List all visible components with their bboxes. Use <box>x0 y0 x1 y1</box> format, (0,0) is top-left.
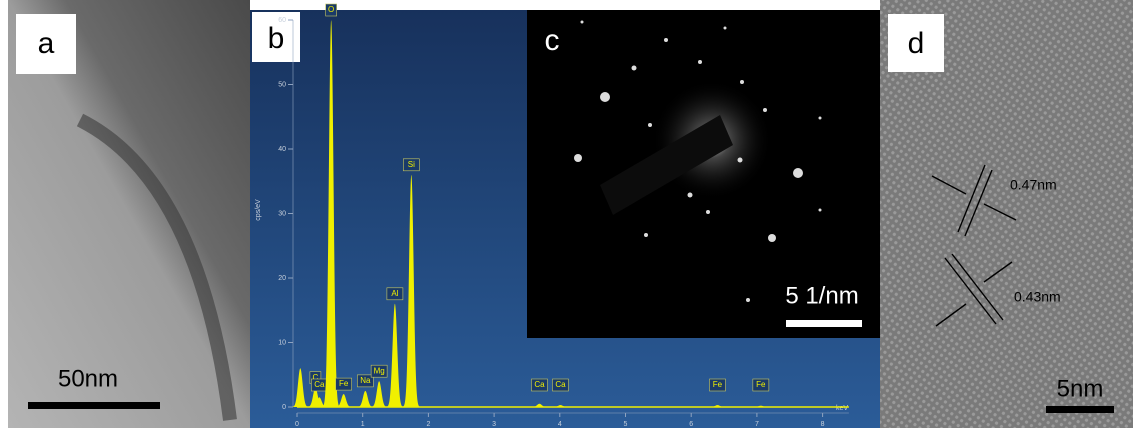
scale-label: 5nm <box>1057 375 1104 402</box>
panel-a: a 50nm <box>8 0 250 428</box>
x-unit: keV <box>836 405 848 412</box>
y-tick-label: 30 <box>278 210 286 217</box>
panel-letter: c <box>545 24 560 57</box>
peak-label: Na <box>360 376 371 385</box>
scale-bar <box>28 402 160 409</box>
x-tick-label: 8 <box>821 421 825 428</box>
panel-d: d 0.47nm 0.43nm 5nm <box>880 0 1133 428</box>
peak-label: Fe <box>713 380 723 389</box>
panel-letter: a <box>38 27 55 60</box>
panel-letter: d <box>908 27 925 60</box>
spacing-label: 0.47nm <box>1010 177 1057 193</box>
y-tick-label: 60 <box>278 17 286 24</box>
scale-label: 50nm <box>58 365 118 392</box>
x-tick-label: 5 <box>624 421 628 428</box>
x-tick-label: 7 <box>755 421 759 428</box>
scale-label: 5 1/nm <box>785 282 858 309</box>
peak-label: Ca <box>555 380 566 389</box>
panel-c: c 5 1/nm <box>527 10 880 338</box>
figure: a 50nm b cps/eV keV 0 10 20 30 40 50 60 0 1 2 3 4 5 6… <box>0 0 1133 428</box>
peak-label: Si <box>408 160 415 169</box>
x-tick-label: 2 <box>426 421 430 428</box>
page: { "panels": { "a": {"label": "a", "scale… <box>0 0 1133 428</box>
panel-letter: b <box>268 22 285 55</box>
x-tick-label: 3 <box>492 421 496 428</box>
peak-label: Fe <box>756 380 766 389</box>
peak-label: Fe <box>339 379 349 388</box>
x-tick-label: 0 <box>295 421 299 428</box>
peak-label: O <box>328 5 334 14</box>
y-tick-label: 10 <box>278 339 286 346</box>
x-tick-label: 6 <box>689 421 693 428</box>
peak-label: Ca <box>314 380 325 389</box>
peak-label: Ca <box>534 380 545 389</box>
y-tick-label: 0 <box>282 404 286 411</box>
y-axis-label: cps/eV <box>255 199 262 221</box>
peak-label: Mg <box>374 366 385 375</box>
y-tick-label: 40 <box>278 146 286 153</box>
y-tick-label: 50 <box>278 81 286 88</box>
scale-bar <box>786 320 862 327</box>
x-tick-label: 1 <box>361 421 365 428</box>
x-tick-label: 4 <box>558 421 562 428</box>
y-tick-label: 20 <box>278 275 286 282</box>
scale-bar <box>1046 406 1114 413</box>
peak-label: Al <box>391 289 398 298</box>
spacing-label: 0.43nm <box>1014 289 1061 305</box>
